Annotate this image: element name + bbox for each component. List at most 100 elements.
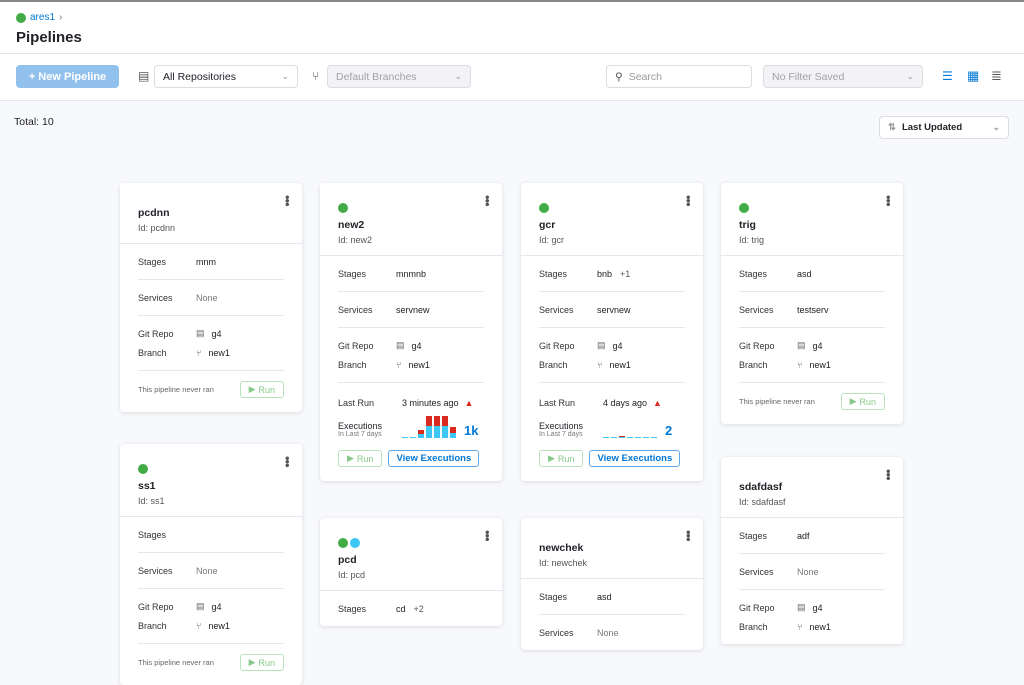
chevron-down-icon: ⌄: [454, 71, 462, 81]
view-executions-button[interactable]: View Executions: [589, 450, 681, 467]
more-options-icon[interactable]: •••: [681, 530, 696, 541]
branch-icon: ⑂: [312, 69, 320, 83]
git-repo-value: g4: [211, 328, 222, 339]
chevron-down-icon: ⌄: [906, 71, 914, 81]
pipeline-card[interactable]: ••• newchek Id: newchek Stages asd Service…: [521, 518, 703, 650]
stages-more[interactable]: +2: [413, 603, 424, 614]
run-button[interactable]: ▶ Run: [239, 654, 284, 671]
more-options-icon[interactable]: •••: [881, 469, 896, 480]
pipeline-id: Id: new2: [338, 235, 373, 245]
services-label: Services: [739, 566, 774, 577]
branch-icon: ⑂: [597, 359, 603, 370]
run-button[interactable]: ▶ Run: [840, 393, 885, 410]
executions-chart[interactable]: [402, 416, 456, 438]
list-view-icon[interactable]: ≣: [991, 68, 1002, 83]
new-pipeline-button[interactable]: + New Pipeline: [16, 65, 119, 88]
total-count: Total: 10: [14, 116, 54, 128]
branch-value: new1: [208, 347, 230, 358]
run-button[interactable]: ▶ Run: [338, 450, 383, 467]
git-repo-value: g4: [211, 601, 222, 612]
run-button[interactable]: ▶ Run: [539, 450, 584, 467]
more-options-icon[interactable]: •••: [480, 195, 495, 206]
pipeline-card[interactable]: ••• ss1 Id: ss1 Stages Services None Git Re…: [120, 444, 302, 685]
play-icon: ▶: [347, 453, 354, 463]
pipeline-name[interactable]: gcr: [539, 219, 556, 231]
more-options-icon[interactable]: •••: [280, 195, 295, 206]
pipeline-card[interactable]: ••• new2 Id: new2 Stages mnmnb Services ser…: [320, 183, 502, 481]
warning-icon: ▲: [653, 397, 662, 408]
pipeline-name[interactable]: trig: [739, 219, 756, 231]
pipeline-name[interactable]: ss1: [138, 480, 156, 492]
chevron-right-icon: ›: [59, 12, 63, 23]
branch-icon: ⑂: [396, 359, 402, 370]
more-options-icon[interactable]: •••: [881, 195, 896, 206]
search-placeholder: Search: [628, 70, 662, 83]
pipeline-name[interactable]: pcdnn: [138, 207, 170, 219]
branch-select[interactable]: Default Branches ⌄: [327, 65, 471, 88]
run-label: Run: [258, 657, 275, 668]
services-label: Services: [138, 565, 173, 576]
breadcrumb[interactable]: ares1 ›: [16, 12, 62, 23]
grid-view-icon[interactable]: ▦: [967, 68, 980, 83]
branch-icon: ⑂: [196, 620, 202, 631]
run-button[interactable]: ▶ Run: [239, 381, 284, 398]
pipeline-card[interactable]: ••• sdafdasf Id: sdafdasf Stages adf Servi…: [721, 457, 903, 644]
stages-value: adf: [797, 530, 810, 541]
executions-period: In Last 7 days: [338, 431, 382, 438]
git-repo-label: Git Repo: [338, 340, 374, 351]
services-label: Services: [539, 304, 574, 315]
filter-select[interactable]: No Filter Saved ⌄: [763, 65, 923, 88]
executions-period: In Last 7 days: [539, 431, 583, 438]
chevron-down-icon: ⌄: [281, 71, 289, 81]
card-header: ••• gcr Id: gcr: [521, 183, 703, 256]
services-value: None: [597, 627, 619, 638]
pipeline-name[interactable]: pcd: [338, 554, 357, 566]
view-executions-button[interactable]: View Executions: [388, 450, 480, 467]
repository-select[interactable]: All Repositories ⌄: [154, 65, 298, 88]
repository-icon: ▤: [396, 340, 405, 350]
filter-settings-icon[interactable]: ☰: [942, 69, 953, 83]
breadcrumb-project[interactable]: ares1: [30, 12, 56, 23]
never-ran-text: This pipeline never ran: [739, 397, 815, 406]
search-input[interactable]: ⚲ Search: [606, 65, 752, 88]
services-label: Services: [739, 304, 774, 315]
execution-bar: [442, 416, 448, 438]
pipeline-name[interactable]: new2: [338, 219, 365, 231]
sort-value: Last Updated: [901, 122, 963, 133]
pipeline-name[interactable]: newchek: [539, 542, 584, 554]
executions-label: Executions: [539, 421, 584, 431]
branch-label: Branch: [539, 359, 568, 370]
git-repo-label: Git Repo: [138, 328, 174, 339]
stages-label: Stages: [138, 256, 167, 267]
pipeline-id: Id: gcr: [539, 235, 565, 245]
execution-bar: [627, 436, 633, 438]
card-header: ••• trig Id: trig: [721, 183, 903, 256]
pipeline-name[interactable]: sdafdasf: [739, 481, 783, 493]
branch-label: Branch: [739, 359, 768, 370]
pipeline-card[interactable]: ••• pcdnn Id: pcdnn Stages mnm Services Non…: [120, 183, 302, 412]
run-label: Run: [258, 384, 275, 395]
pipeline-id: Id: sdafdasf: [739, 497, 786, 507]
pipeline-id: Id: pcdnn: [138, 223, 176, 233]
more-options-icon[interactable]: •••: [280, 456, 295, 467]
pipeline-card[interactable]: ••• gcr Id: gcr Stages bnb +1 Services servn…: [521, 183, 703, 481]
repository-icon: ▤: [597, 340, 606, 350]
more-options-icon[interactable]: •••: [480, 530, 495, 541]
services-value: servnew: [597, 304, 631, 315]
ci-module-icon: [338, 203, 348, 213]
card-header: ••• pcdnn Id: pcdnn: [120, 183, 302, 244]
more-options-icon[interactable]: •••: [681, 195, 696, 206]
stages-label: Stages: [739, 530, 768, 541]
executions-chart[interactable]: [603, 416, 657, 438]
pipeline-card[interactable]: ••• trig Id: trig Stages asd Services tests…: [721, 183, 903, 424]
stages-label: Stages: [539, 268, 568, 279]
branch-icon: ⑂: [196, 347, 202, 358]
stages-more[interactable]: +1: [620, 268, 631, 279]
sort-icon: ⇅: [888, 122, 896, 133]
run-label: Run: [859, 396, 876, 407]
pipeline-card[interactable]: ••• pcd Id: pcd Stages cd +2: [320, 518, 502, 626]
executions-count: 2: [665, 423, 673, 438]
card-header: ••• pcd Id: pcd: [320, 518, 502, 591]
sort-select[interactable]: ⇅ Last Updated ⌄: [879, 116, 1009, 139]
warning-icon: ▲: [464, 397, 474, 408]
